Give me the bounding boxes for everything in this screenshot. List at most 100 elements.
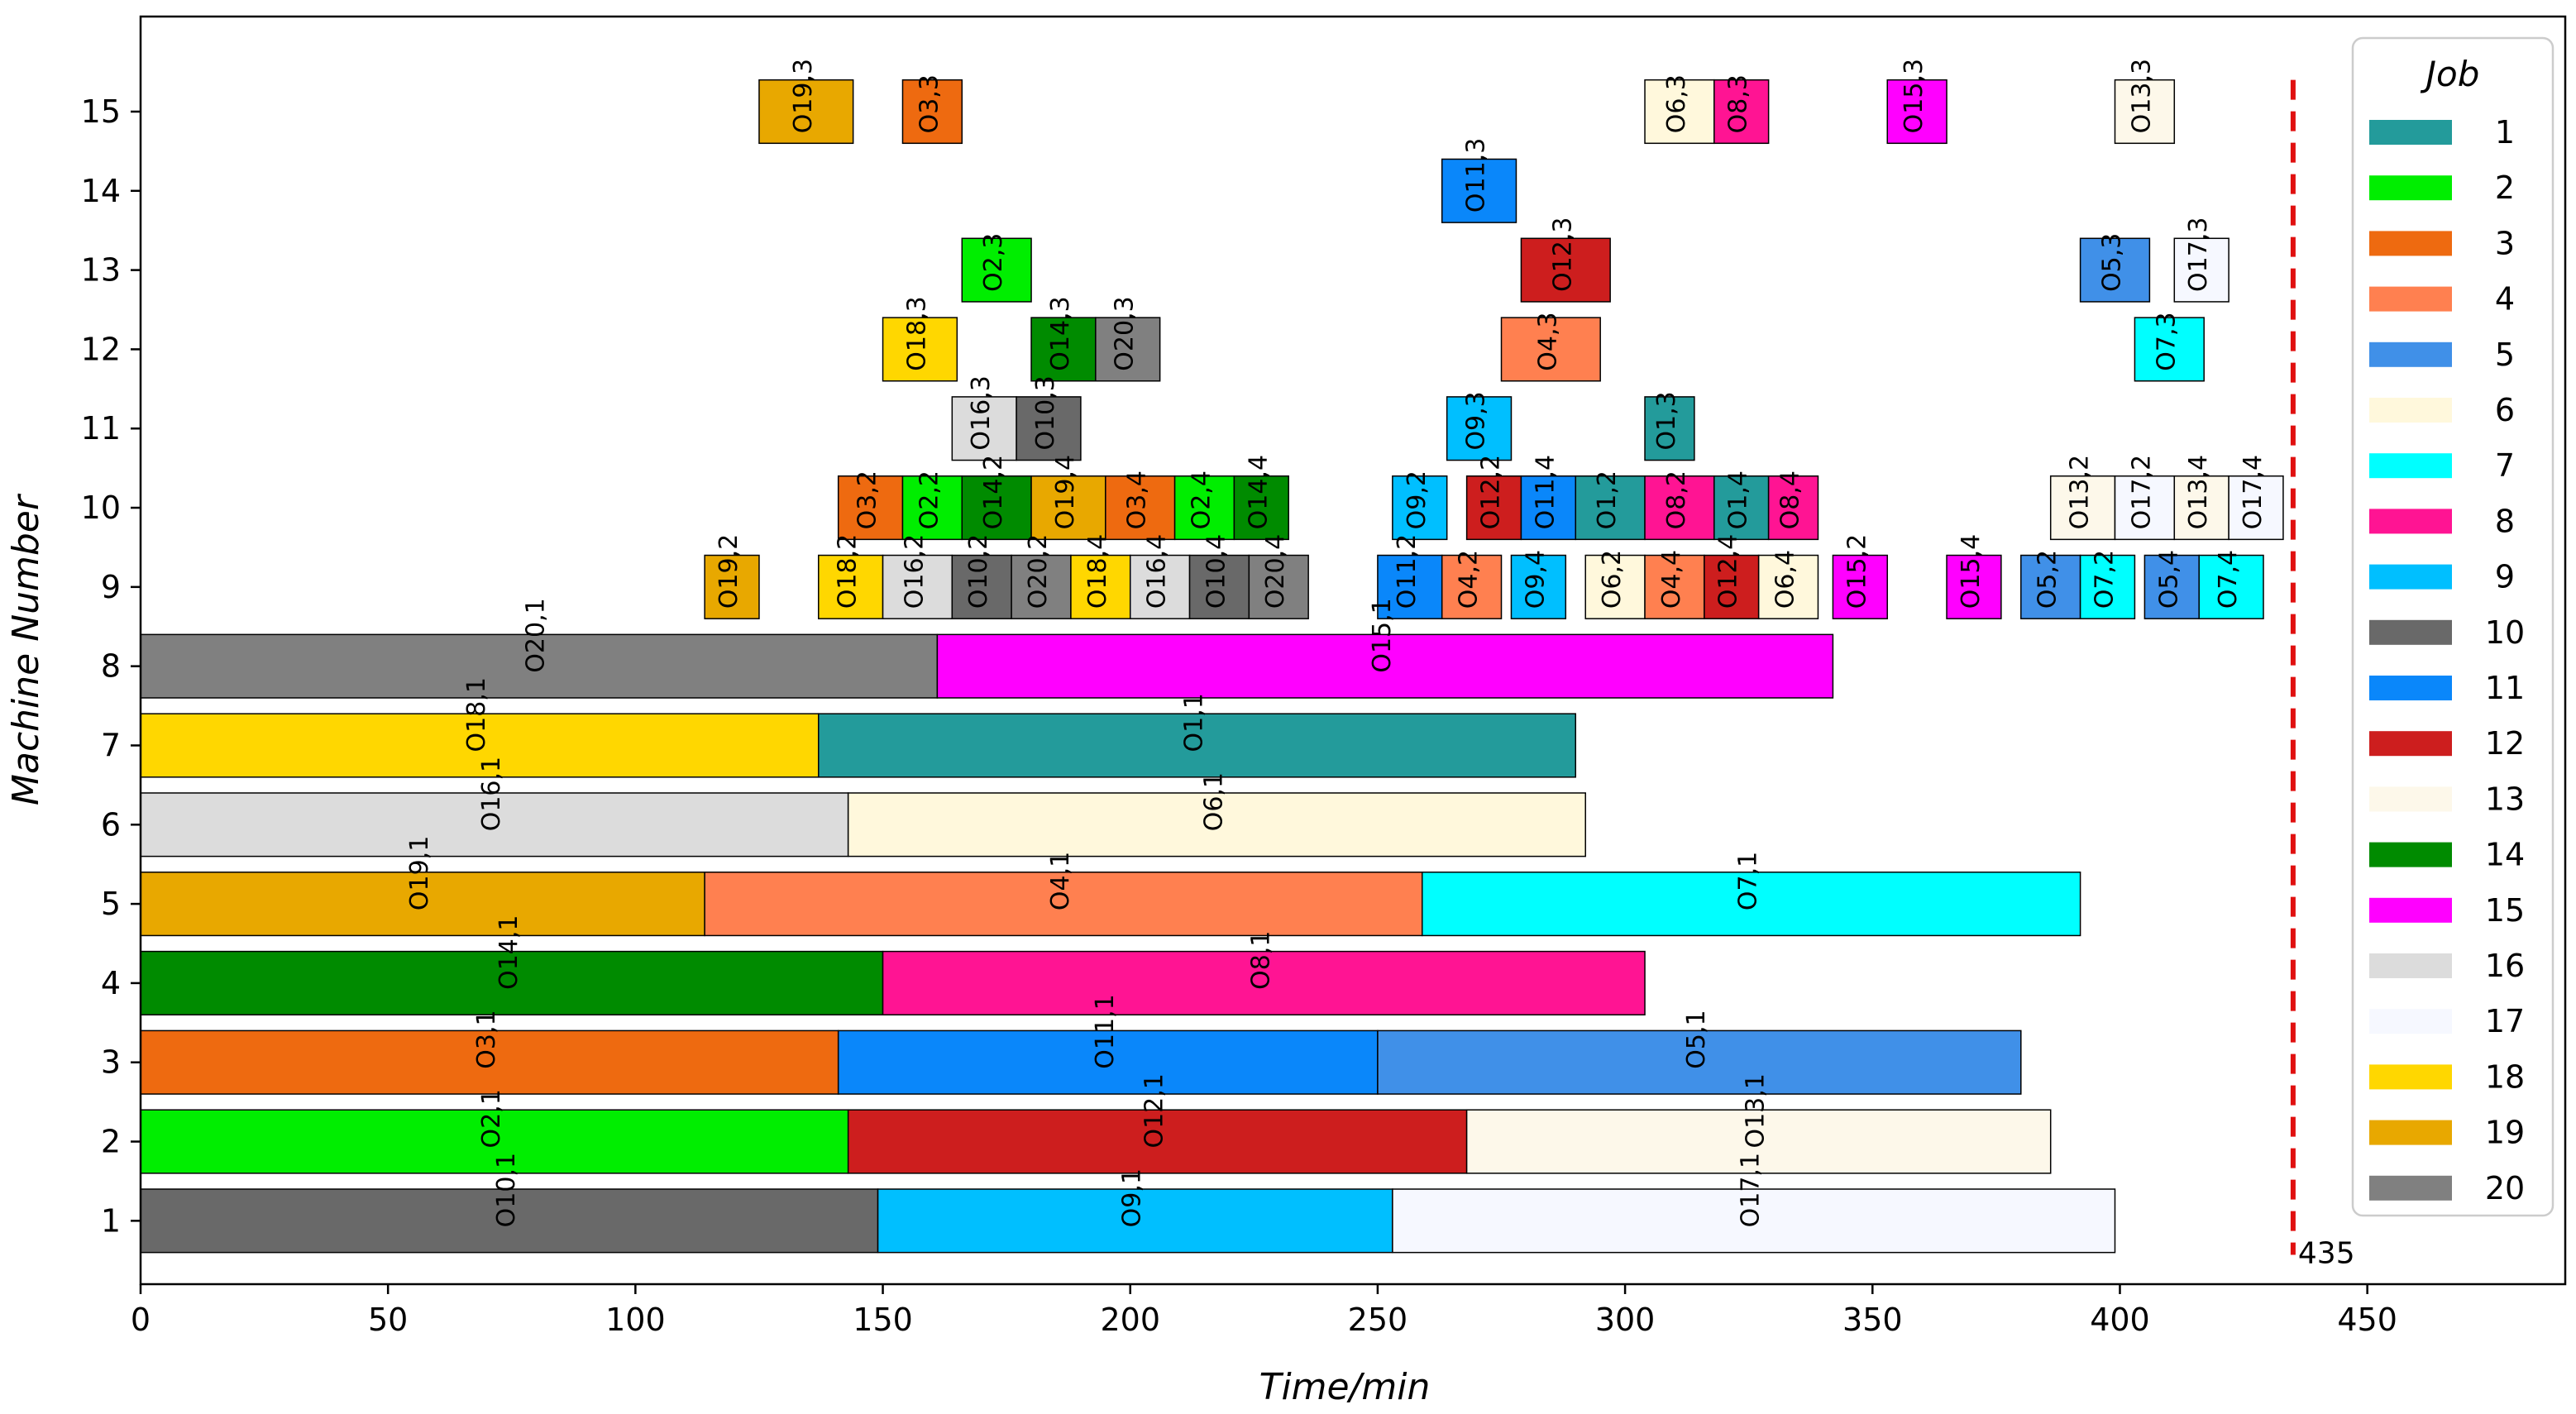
- bar-O12,1: [847, 1109, 1468, 1174]
- bar-label-O15,2: O15,2: [1842, 534, 1871, 609]
- bar-label-O6,4: O6,4: [1771, 550, 1800, 609]
- bar-O20,2: [1011, 554, 1072, 619]
- plot-frame: [139, 15, 2567, 1286]
- legend-label-job-15: 15: [2485, 892, 2525, 929]
- bar-label-O6,1: O6,1: [1199, 772, 1228, 831]
- y-tick-label-1: 1: [101, 1202, 121, 1239]
- bar-O12,3: [1520, 237, 1611, 303]
- x-tick-label-250: 250: [1348, 1302, 1408, 1338]
- bar-O20,3: [1095, 317, 1161, 382]
- legend-swatch-job-15: [2369, 897, 2452, 923]
- bar-label-O9,2: O9,2: [1403, 471, 1431, 529]
- legend-label-job-9: 9: [2495, 559, 2515, 595]
- legend-label-job-5: 5: [2495, 337, 2515, 373]
- y-tick-label-15: 15: [81, 93, 121, 130]
- bar-label-O7,4: O7,4: [2214, 550, 2243, 609]
- bar-label-O2,1: O2,1: [477, 1089, 506, 1148]
- bar-O18,1: [140, 713, 820, 778]
- bar-label-O20,3: O20,3: [1111, 296, 1140, 370]
- bar-label-O8,1: O8,1: [1246, 931, 1275, 990]
- bar-O1,1: [818, 713, 1577, 778]
- bar-label-O16,4: O16,4: [1143, 534, 1172, 609]
- bar-O16,1: [140, 792, 849, 857]
- bar-label-O2,4: O2,4: [1187, 471, 1216, 529]
- bar-O6,1: [847, 792, 1586, 857]
- bar-label-O16,3: O16,3: [967, 375, 996, 450]
- bar-label-O17,3: O17,3: [2184, 217, 2213, 292]
- y-tick-label-10: 10: [81, 490, 121, 526]
- bar-label-O15,1: O15,1: [1368, 598, 1397, 672]
- bar-label-O18,2: O18,2: [834, 534, 863, 609]
- legend-swatch-job-5: [2369, 342, 2452, 367]
- bar-label-O17,1: O17,1: [1737, 1153, 1766, 1227]
- bar-label-O14,4: O14,4: [1244, 455, 1273, 529]
- legend-swatch-job-9: [2369, 564, 2452, 590]
- bar-label-O6,2: O6,2: [1598, 550, 1627, 609]
- bar-label-O9,3: O9,3: [1462, 391, 1491, 450]
- bar-label-O9,1: O9,1: [1118, 1168, 1147, 1227]
- y-tick-label-5: 5: [101, 886, 121, 922]
- bar-label-O8,2: O8,2: [1662, 471, 1691, 529]
- bar-O13,1: [1465, 1109, 2052, 1174]
- bar-O7,2: [2079, 554, 2136, 619]
- bar-O15,2: [1832, 554, 1888, 619]
- legend-label-job-2: 2: [2495, 170, 2515, 206]
- bar-label-O4,1: O4,1: [1046, 852, 1075, 910]
- bar-label-O12,4: O12,4: [1714, 534, 1743, 609]
- bar-O2,3: [961, 237, 1032, 303]
- x-axis: 0 50 100 150 200 250 300 350 400 450: [131, 1284, 2397, 1338]
- y-tick-label-2: 2: [101, 1124, 121, 1160]
- bar-label-O3,2: O3,2: [853, 471, 882, 529]
- bar-O20,1: [140, 633, 939, 699]
- legend-swatch-job-19: [2369, 1120, 2452, 1145]
- bar-label-O11,4: O11,4: [1531, 455, 1560, 529]
- bar-O11,1: [837, 1029, 1379, 1095]
- legend-swatch-job-10: [2369, 619, 2452, 645]
- x-tick-label-100: 100: [605, 1302, 666, 1338]
- bar-label-O1,1: O1,1: [1180, 693, 1209, 752]
- bar-label-O16,2: O16,2: [900, 534, 929, 609]
- bar-O1,4: [1713, 475, 1770, 541]
- bar-O8,2: [1644, 475, 1715, 541]
- x-tick-label-300: 300: [1595, 1302, 1656, 1338]
- bar-label-O7,2: O7,2: [2091, 550, 2120, 609]
- bar-O4,1: [704, 872, 1423, 937]
- bar-O6,3: [1644, 79, 1715, 145]
- bar-O8,4: [1767, 475, 1819, 541]
- bar-O11,2: [1377, 554, 1443, 619]
- bar-O6,2: [1584, 554, 1646, 619]
- bar-O5,2: [2020, 554, 2081, 619]
- bar-O11,4: [1520, 475, 1577, 541]
- x-tick-label-400: 400: [2090, 1302, 2150, 1338]
- bar-label-O2,2: O2,2: [915, 471, 944, 529]
- operation-bars: [140, 79, 2284, 1254]
- bar-label-O17,2: O17,2: [2127, 455, 2156, 529]
- legend-label-job-11: 11: [2485, 670, 2525, 706]
- bar-label-O19,2: O19,2: [714, 534, 743, 609]
- bar-label-O2,3: O2,3: [979, 233, 1008, 292]
- legend-swatch-job-17: [2369, 1009, 2452, 1034]
- bar-O19,2: [704, 554, 760, 619]
- y-tick-label-6: 6: [101, 806, 121, 843]
- bar-label-O14,1: O14,1: [495, 915, 523, 989]
- bar-O9,4: [1510, 554, 1567, 619]
- bar-O4,3: [1500, 317, 1601, 382]
- legend-swatch-job-11: [2369, 676, 2452, 700]
- y-tick-label-3: 3: [101, 1044, 121, 1081]
- legend-title: Job: [2421, 54, 2480, 94]
- bar-O2,2: [901, 475, 963, 541]
- bar-O19,4: [1030, 475, 1106, 541]
- bar-label-O13,4: O13,4: [2184, 455, 2213, 529]
- bar-label-O18,1: O18,1: [462, 677, 491, 752]
- bar-O4,2: [1441, 554, 1503, 619]
- bar-label-O19,4: O19,4: [1051, 455, 1080, 529]
- y-tick-label-11: 11: [81, 410, 121, 447]
- bar-O14,4: [1233, 475, 1289, 541]
- legend-label-job-7: 7: [2495, 447, 2515, 484]
- bar-label-O5,3: O5,3: [2097, 233, 2126, 292]
- bar-O3,1: [140, 1029, 839, 1095]
- legend-label-job-6: 6: [2495, 392, 2515, 428]
- bar-label-O14,2: O14,2: [979, 455, 1008, 529]
